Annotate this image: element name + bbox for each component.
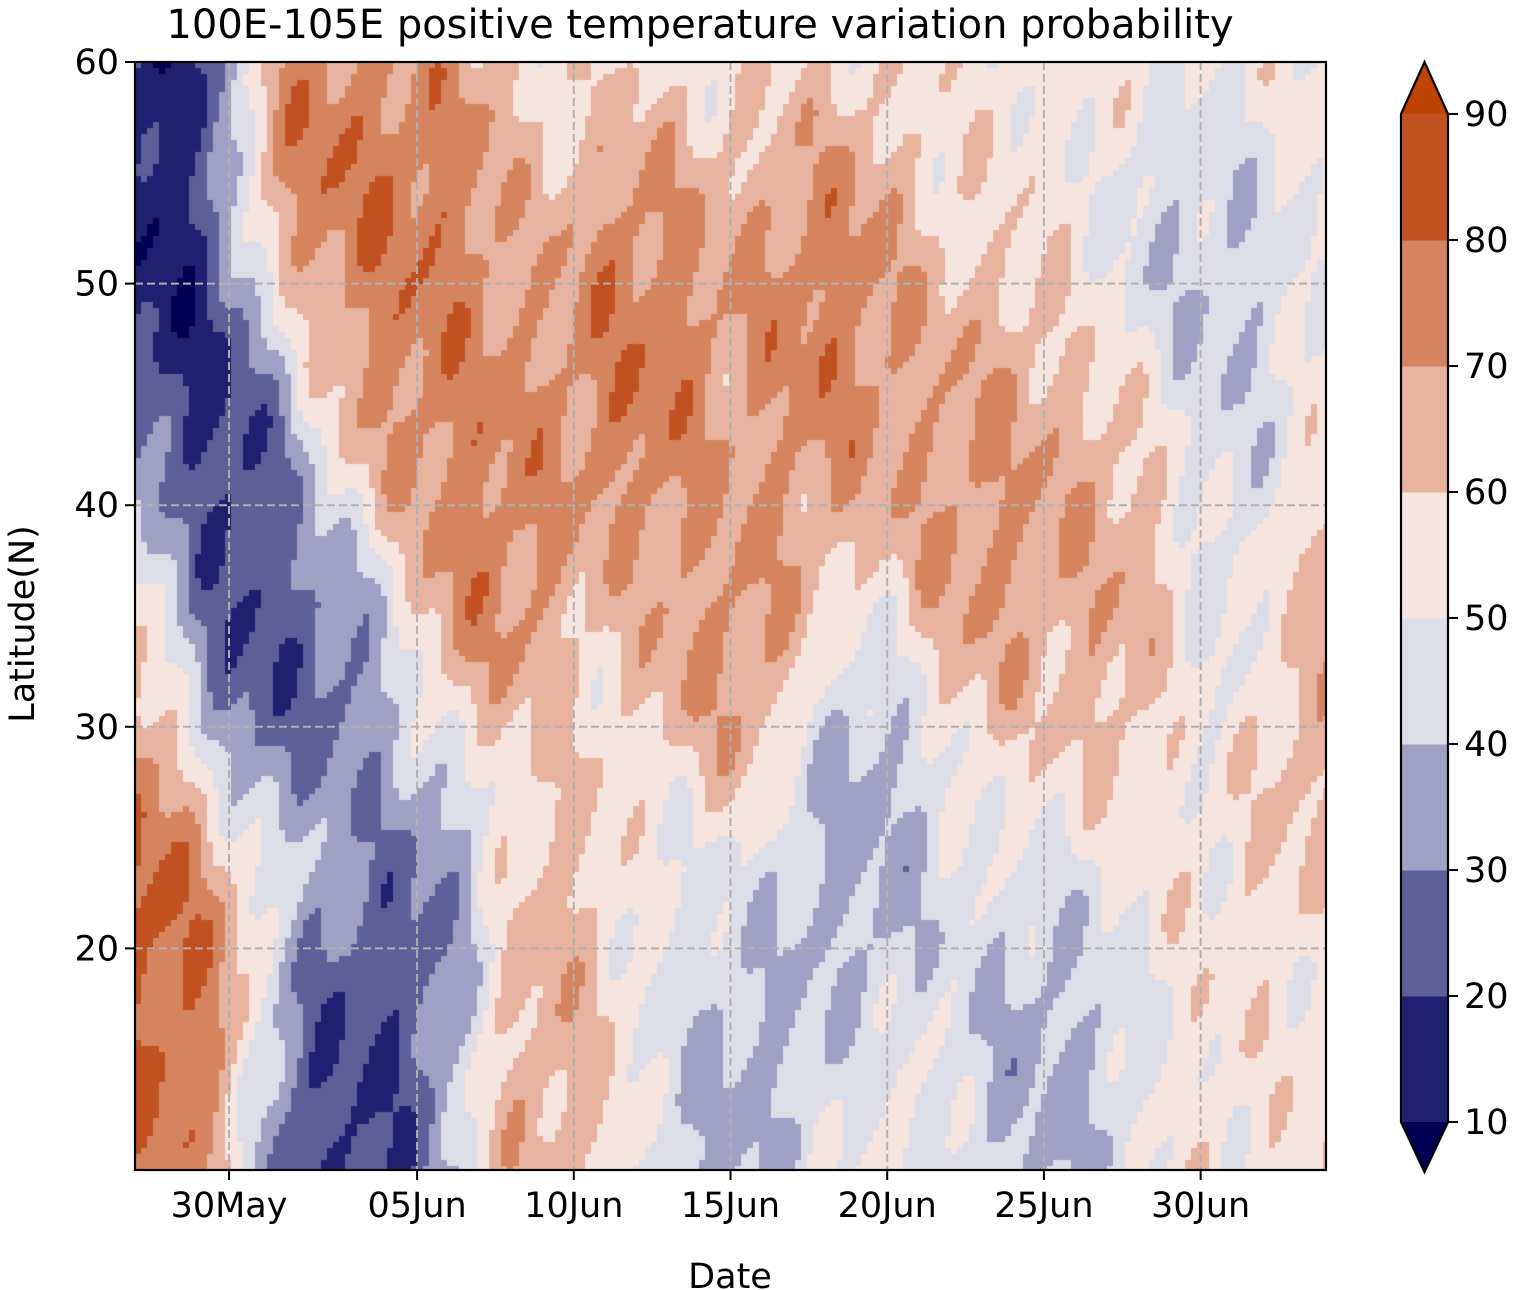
colorbar-segment [1401, 366, 1448, 493]
colorbar-tick-label: 50 [1464, 599, 1509, 639]
y-tick-label: 60 [74, 43, 119, 83]
colorbar: 10 20 30 40 50 60 70 80 90 [1399, 59, 1509, 1175]
colorbar-tick-label: 80 [1464, 221, 1509, 261]
colorbar-segment [1401, 870, 1448, 997]
x-tick-label: 10Jun [524, 1186, 623, 1226]
colorbar-segment [1401, 996, 1448, 1123]
y-tick-label: 30 [74, 708, 119, 748]
y-axis-label: Latitude(N) [3, 525, 43, 723]
colorbar-segment [1401, 492, 1448, 619]
colorbar-segment [1401, 240, 1448, 367]
colorbar-tick-label: 10 [1464, 1103, 1509, 1143]
x-tick-label: 05Jun [367, 1186, 466, 1226]
colorbar-extend-low [1401, 1122, 1448, 1172]
x-axis-label: Date [688, 1257, 772, 1290]
colorbar-extend-high [1401, 62, 1448, 114]
colorbar-segment [1401, 618, 1448, 745]
colorbar-tick-label: 20 [1464, 977, 1509, 1017]
y-axis: 20 30 40 50 60 [74, 43, 135, 969]
x-tick-label: 30Jun [1151, 1186, 1250, 1226]
x-tick-label: 30May [171, 1186, 288, 1226]
y-tick-label: 20 [74, 929, 119, 969]
colorbar-tick-label: 40 [1464, 725, 1509, 765]
x-tick-label: 20Jun [838, 1186, 937, 1226]
plot-area [133, 60, 1328, 1172]
colorbar-segment [1401, 114, 1448, 241]
colorbar-tick-label: 90 [1464, 95, 1509, 135]
grid-lines [135, 62, 1326, 1170]
y-tick-label: 50 [74, 265, 119, 305]
colorbar-tick-label: 60 [1464, 473, 1509, 513]
colorbar-tick-label: 30 [1464, 851, 1509, 891]
colorbar-tick-label: 70 [1464, 347, 1509, 387]
x-axis: 30May 05Jun 10Jun 15Jun 20Jun 25Jun 30Jun [171, 1170, 1250, 1226]
x-tick-label: 15Jun [681, 1186, 780, 1226]
x-tick-label: 25Jun [994, 1186, 1093, 1226]
y-tick-label: 40 [74, 486, 119, 526]
colorbar-segment [1401, 744, 1448, 871]
chart-title: 100E-105E positive temperature variation… [166, 2, 1233, 48]
